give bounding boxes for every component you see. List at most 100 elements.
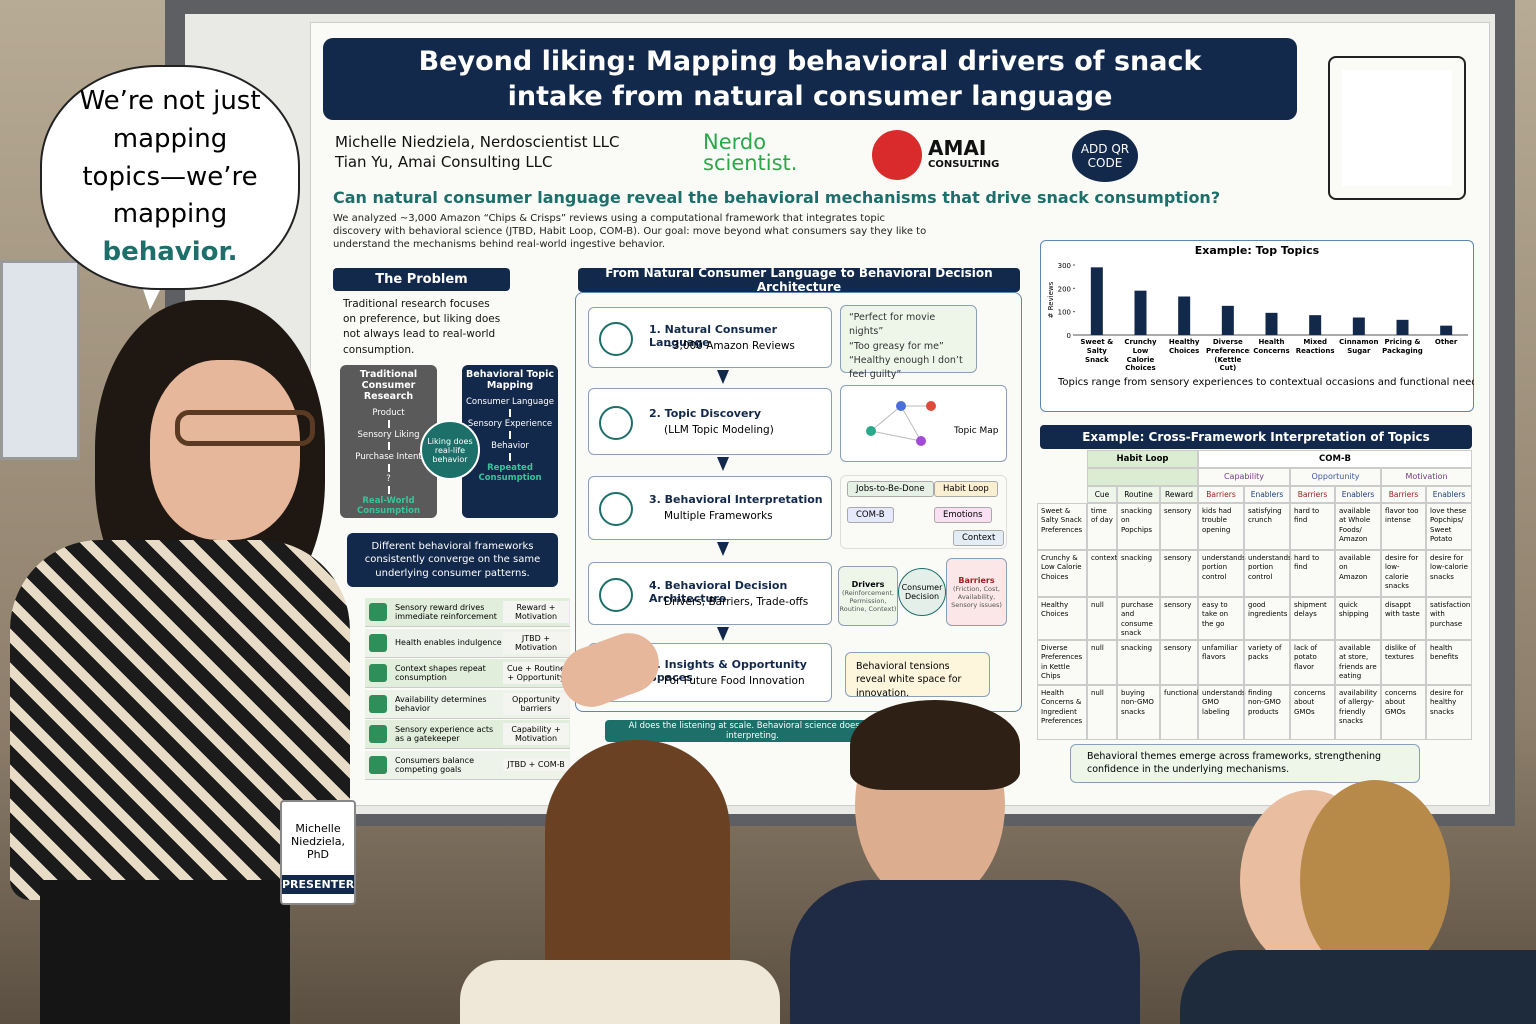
flow-arrow: [717, 627, 729, 641]
step-icon: [599, 405, 633, 440]
frameworks-heading: Different behavioral frameworks consiste…: [347, 533, 558, 587]
quote: “Too greasy for me”: [849, 340, 944, 352]
column-header: Barriers: [1290, 486, 1335, 503]
qr-placeholder: ADD QR CODE: [1072, 130, 1138, 182]
row-label: Diverse Preferences in Kettle Chips: [1037, 640, 1087, 685]
flow-arrow: [717, 542, 729, 556]
bar: [1396, 319, 1409, 335]
x-label-holder: Diverse Preferences (Kettle Cut): [1206, 338, 1250, 372]
speech-bubble: We’re not just mapping topics—we’re mapp…: [40, 65, 300, 290]
x-tick-label: Healthy Choices: [1168, 338, 1200, 355]
x-tick-label: Health Concerns: [1253, 338, 1290, 355]
presenter-pants: [40, 880, 290, 1024]
y-axis-label: # Reviews: [1047, 281, 1055, 318]
quote: “Perfect for movie nights”: [849, 312, 936, 338]
icon: [369, 664, 387, 682]
table-cell: easy to take on the go: [1198, 597, 1244, 640]
icon: [369, 603, 387, 621]
icon: [369, 694, 387, 713]
step-title: 3. Behavioral Interpretation: [649, 493, 823, 506]
arrow: [509, 453, 511, 461]
section-heading: The Problem: [333, 268, 510, 291]
table-cell: desire for healthy snacks: [1426, 685, 1472, 740]
step-title: 4. Behavioral Decision Architecture: [649, 578, 788, 605]
table-cell: time of day: [1087, 503, 1117, 550]
arrow: [387, 486, 390, 494]
framework-tag: JTBD + COM-B: [503, 758, 569, 771]
badge-role: PRESENTER: [282, 875, 354, 894]
attendee-hair: [850, 700, 1020, 790]
finding: Consumers balance competing goals: [395, 755, 474, 774]
x-tick-label: Pricing & Packaging: [1382, 338, 1423, 355]
group-spacer: [1087, 468, 1198, 486]
box-step: Purchase Intent: [355, 452, 422, 462]
table-cell: availability of allergy-friendly snacks: [1335, 685, 1381, 740]
table-cell: desire for low-calorie snacks: [1426, 550, 1472, 597]
author: Michelle Niedziela, Nerdoscientist LLC: [335, 133, 620, 151]
column-header: Enablers: [1335, 486, 1381, 503]
amai-logo-name: AMAI: [928, 136, 987, 160]
box-step: Sensory Experience: [467, 419, 553, 429]
table-cell: sensory: [1160, 597, 1198, 640]
subgroup-header: Capability: [1198, 468, 1290, 486]
column-header: Barriers: [1198, 486, 1244, 503]
drivers-detail: (Reinforcement, Permission, Routine, Con…: [839, 588, 897, 613]
tags-box: Jobs-to-Be-Done Habit Loop COM-B Emotions Co…: [840, 475, 1007, 549]
box-step: Behavior: [491, 441, 529, 451]
x-label-holder: Health Concerns: [1253, 338, 1290, 355]
column-header: Enablers: [1244, 486, 1290, 503]
step-subtitle: For Future Food Innovation: [664, 674, 805, 687]
traditional-box: Traditional Consumer Research Product Sens…: [340, 365, 437, 518]
table-cell: lack of potato flavor: [1290, 640, 1335, 685]
section-heading: From Natural Consumer Language to Behavi…: [578, 266, 1020, 294]
nerdo-logo: Nerdo scientist.: [703, 130, 798, 175]
finding: Health enables indulgence: [395, 638, 502, 647]
x-tick-label: Cinnamon Sugar: [1339, 338, 1379, 355]
table-cell: hard to find: [1290, 503, 1335, 550]
framework-tag: Context: [953, 530, 1005, 546]
flow-step: 4. Behavioral Decision Architecture Drive…: [588, 562, 832, 625]
table-cell: kids had trouble opening: [1198, 503, 1244, 550]
table-cell: understands GMO labeling: [1198, 685, 1246, 740]
table-cell: shipment delays: [1290, 597, 1335, 640]
table-cell: functional: [1160, 685, 1199, 740]
table-cell: satisfaction with purchase: [1426, 597, 1472, 640]
framework-row: Health enables indulgence JTBD + Motivati…: [365, 628, 570, 658]
bar: [1309, 315, 1322, 335]
box-step: Consumer Language: [466, 397, 554, 407]
framework-row: Consumers balance competing goals JTBD + …: [365, 750, 570, 780]
bar: [1178, 296, 1191, 335]
quote: “Healthy enough I don’t feel guilty”: [849, 354, 963, 380]
subgroup-header: Opportunity: [1290, 468, 1381, 486]
framework-row: Sensory experience acts as a gatekeeper C…: [365, 720, 570, 749]
box-step: Product: [372, 408, 405, 418]
barriers-box: Barriers (Friction, Cost, Availability, S…: [946, 558, 1007, 626]
chart-title: Example: Top Topics: [1195, 244, 1320, 257]
problem-text: Traditional research focuses on preferen…: [343, 298, 501, 356]
step-icon: [599, 492, 633, 526]
table-cell: snacking on Popchips: [1117, 503, 1160, 550]
arrow: [387, 420, 390, 428]
table-cell: dislike of textures: [1381, 640, 1426, 685]
group-header: Habit Loop: [1087, 450, 1198, 468]
table-cell: null: [1087, 597, 1117, 640]
framework-tag: Opportunity barriers: [503, 692, 569, 715]
bar: [1221, 305, 1234, 335]
finding: Context shapes repeat consumption: [395, 664, 486, 682]
quotes-box: “Perfect for movie nights” “Too greasy f…: [840, 305, 977, 380]
distant-poster: [0, 260, 80, 460]
topic-map-label: Topic Map: [954, 426, 999, 436]
table-cell: null: [1087, 685, 1117, 740]
box-step: ?: [386, 474, 391, 484]
x-label-holder: Pricing & Packaging: [1382, 338, 1423, 355]
table-cell: available at store, friends are eating: [1335, 640, 1381, 685]
topic-map-graphic: [866, 401, 936, 446]
chart-caption: Topics range from sensory experiences to…: [1057, 377, 1474, 388]
flow-frame: [575, 292, 1022, 712]
step-icon: [599, 577, 633, 612]
table-cell: sensory: [1160, 503, 1198, 550]
decision-circle: Consumer Decision: [898, 568, 946, 616]
subgroup-header: Motivation: [1381, 468, 1472, 486]
flow-step: 2. Topic Discovery (LLM Topic Modeling): [588, 388, 832, 455]
qr-code: [1328, 56, 1466, 200]
